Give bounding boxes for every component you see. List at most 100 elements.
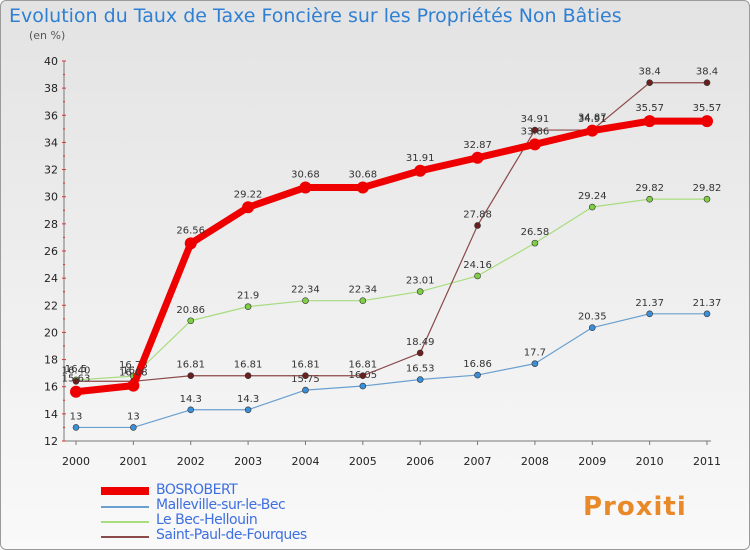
data-label: 29.22 [234,189,263,200]
data-label: 30.68 [348,169,377,180]
data-point [244,303,252,310]
y-tick-label: 26 [44,245,58,258]
data-label: 14.3 [180,394,202,405]
data-label: 31.91 [406,153,435,164]
series-line-bosrobert [72,117,711,396]
chart-title: Evolution du Taux de Taxe Foncière sur l… [9,5,622,27]
data-point [356,181,369,194]
legend-swatch [101,521,149,523]
data-label: 34.87 [578,113,607,124]
data-point [414,164,427,177]
unit-label: (en %) [29,29,66,42]
data-label: 17.7 [524,348,546,359]
data-label: 21.37 [635,298,664,309]
data-point [646,195,653,203]
data-label: 16.81 [234,360,263,371]
data-label: 20.86 [176,305,205,316]
data-point [646,310,653,318]
data-label: 16.5 [65,364,87,375]
y-tick-label: 14 [44,408,58,421]
logo-text: Proxiti [583,492,687,522]
x-tick-label: 2003 [234,455,262,468]
y-tick-label: 36 [44,109,58,122]
data-label: 27.88 [463,209,492,220]
x-tick-label: 2006 [406,455,434,468]
data-point [416,349,424,357]
data-label: 29.24 [578,191,607,202]
data-point [643,115,656,128]
data-label: 16.53 [406,364,435,375]
data-label: 16.81 [291,360,320,371]
data-point [588,203,596,211]
proxiti-logo: Proxiti [583,492,687,522]
data-point [703,310,711,318]
data-point [531,360,539,367]
series-line-saint-paul-de-fourques [75,82,708,382]
data-label: 33.86 [521,126,550,137]
y-tick-label: 22 [44,299,58,312]
y-tick-label: 20 [44,326,58,339]
data-point [471,151,484,164]
data-point [474,371,481,379]
data-label: 35.57 [635,103,664,114]
series-line-le-bec-hellouin [75,198,708,381]
x-tick-label: 2011 [693,455,721,468]
data-point [242,201,255,214]
data-label: 29.82 [635,183,664,194]
legend-swatch [101,536,149,538]
data-point [299,181,312,194]
x-tick-label: 2005 [349,455,377,468]
data-label: 13 [70,411,83,422]
y-tick-label: 28 [44,218,58,231]
data-point [586,124,599,137]
data-label: 26.56 [176,225,205,236]
data-point [359,297,367,304]
data-point [531,126,539,134]
data-point [187,372,195,380]
data-label: 22.34 [291,285,320,296]
data-label: 21.37 [693,298,722,309]
x-tick-label: 2008 [521,455,549,468]
series-line-malleville-sur-le-bec [75,313,708,429]
data-label: 16.86 [463,359,492,370]
data-label: 18.49 [406,337,435,348]
data-label: 21.9 [237,291,259,302]
data-label: 35.57 [693,103,722,114]
data-point [244,372,252,380]
data-label: 22.34 [348,285,377,296]
line-chart: 12 14 16 18 20 22 24 26 28 30 32 34 36 38 40 2000 2001 20… [44,55,722,468]
x-tick-label: 2002 [177,455,205,468]
legend-swatch [101,506,149,508]
data-point [416,376,424,383]
data-point [302,372,309,380]
data-point [359,372,367,380]
data-label: 24.16 [463,260,492,271]
data-label: 16.4 [122,365,144,376]
x-tick-label: 2000 [62,455,90,468]
data-point [244,406,252,414]
legend-label: Saint-Paul-de-Fourques [156,527,307,543]
x-tick-label: 2010 [636,455,664,468]
data-label: 13 [127,411,140,422]
y-tick-label: 40 [44,55,58,68]
data-point [474,222,481,229]
data-point [184,237,197,250]
data-point [302,386,309,394]
data-point [701,115,713,128]
x-tick-label: 2007 [464,455,492,468]
data-label: 14.3 [237,394,259,405]
data-label: 29.82 [693,183,722,194]
data-point [359,382,367,390]
data-point [703,195,711,203]
data-point [127,379,140,392]
data-point [70,385,82,398]
data-label: 16.81 [176,360,205,371]
data-point [528,138,541,151]
data-point [703,79,711,87]
data-point [474,272,481,280]
data-label: 34.91 [521,114,550,125]
data-point [72,377,80,385]
legend-label: Malleville-sur-le-Bec [156,497,286,513]
data-label: 30.68 [291,169,320,180]
y-tick-label: 18 [44,354,58,367]
